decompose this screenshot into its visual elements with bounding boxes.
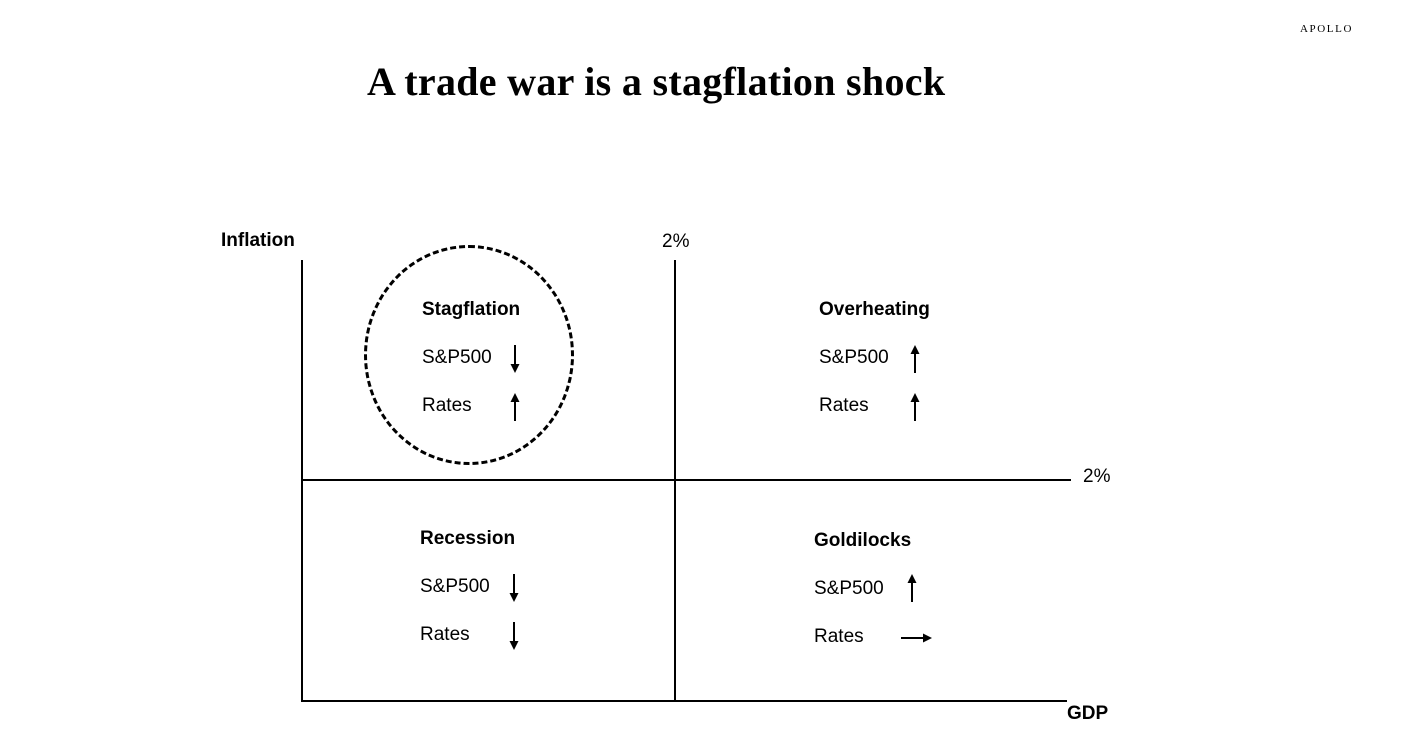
overheating-sp500-label: S&P500 bbox=[819, 347, 889, 368]
arrow-flat-icon bbox=[901, 633, 932, 643]
apollo-logo: APOLLO bbox=[1300, 23, 1353, 35]
recession-title: Recession bbox=[420, 528, 516, 549]
stagflation-title: Stagflation bbox=[422, 299, 521, 320]
arrow-up-icon bbox=[510, 393, 520, 421]
arrow-down-icon bbox=[510, 345, 520, 373]
stagflation-highlight-circle bbox=[364, 245, 574, 465]
arrow-down-icon bbox=[509, 574, 519, 602]
page-title: A trade war is a stagflation shock bbox=[367, 59, 946, 104]
stagflation-rates-label: Rates bbox=[422, 395, 472, 416]
gdp-threshold-label: 2% bbox=[662, 231, 690, 252]
arrow-up-icon bbox=[910, 345, 920, 373]
goldilocks-rates-label: Rates bbox=[814, 626, 864, 647]
overheating-title: Overheating bbox=[819, 299, 930, 320]
overheating-sp500-arrow bbox=[898, 342, 932, 376]
arrow-down-icon bbox=[509, 622, 519, 650]
inflation-threshold-label: 2% bbox=[1083, 466, 1111, 487]
recession-sp500-label: S&P500 bbox=[420, 576, 490, 597]
recession-rates-arrow bbox=[497, 619, 531, 653]
arrow-up-icon bbox=[910, 393, 920, 421]
overheating-rates-label: Rates bbox=[819, 395, 869, 416]
goldilocks-sp500-arrow bbox=[895, 571, 929, 605]
overheating-rates-arrow bbox=[898, 390, 932, 424]
x-axis-line bbox=[301, 700, 1067, 702]
arrow-up-icon bbox=[907, 574, 917, 602]
y-axis-line bbox=[301, 260, 303, 702]
goldilocks-sp500-label: S&P500 bbox=[814, 578, 884, 599]
goldilocks-title: Goldilocks bbox=[814, 530, 912, 551]
x-axis-label: GDP bbox=[1067, 703, 1109, 724]
recession-sp500-arrow bbox=[497, 571, 531, 605]
gdp-threshold-line bbox=[674, 260, 676, 702]
goldilocks-rates-arrow bbox=[899, 621, 933, 655]
recession-rates-label: Rates bbox=[420, 624, 470, 645]
y-axis-label: Inflation bbox=[221, 230, 295, 251]
inflation-threshold-line bbox=[301, 479, 1071, 481]
stagflation-rates-arrow bbox=[498, 390, 532, 424]
stagflation-sp500-arrow bbox=[498, 342, 532, 376]
stagflation-sp500-label: S&P500 bbox=[422, 347, 492, 368]
